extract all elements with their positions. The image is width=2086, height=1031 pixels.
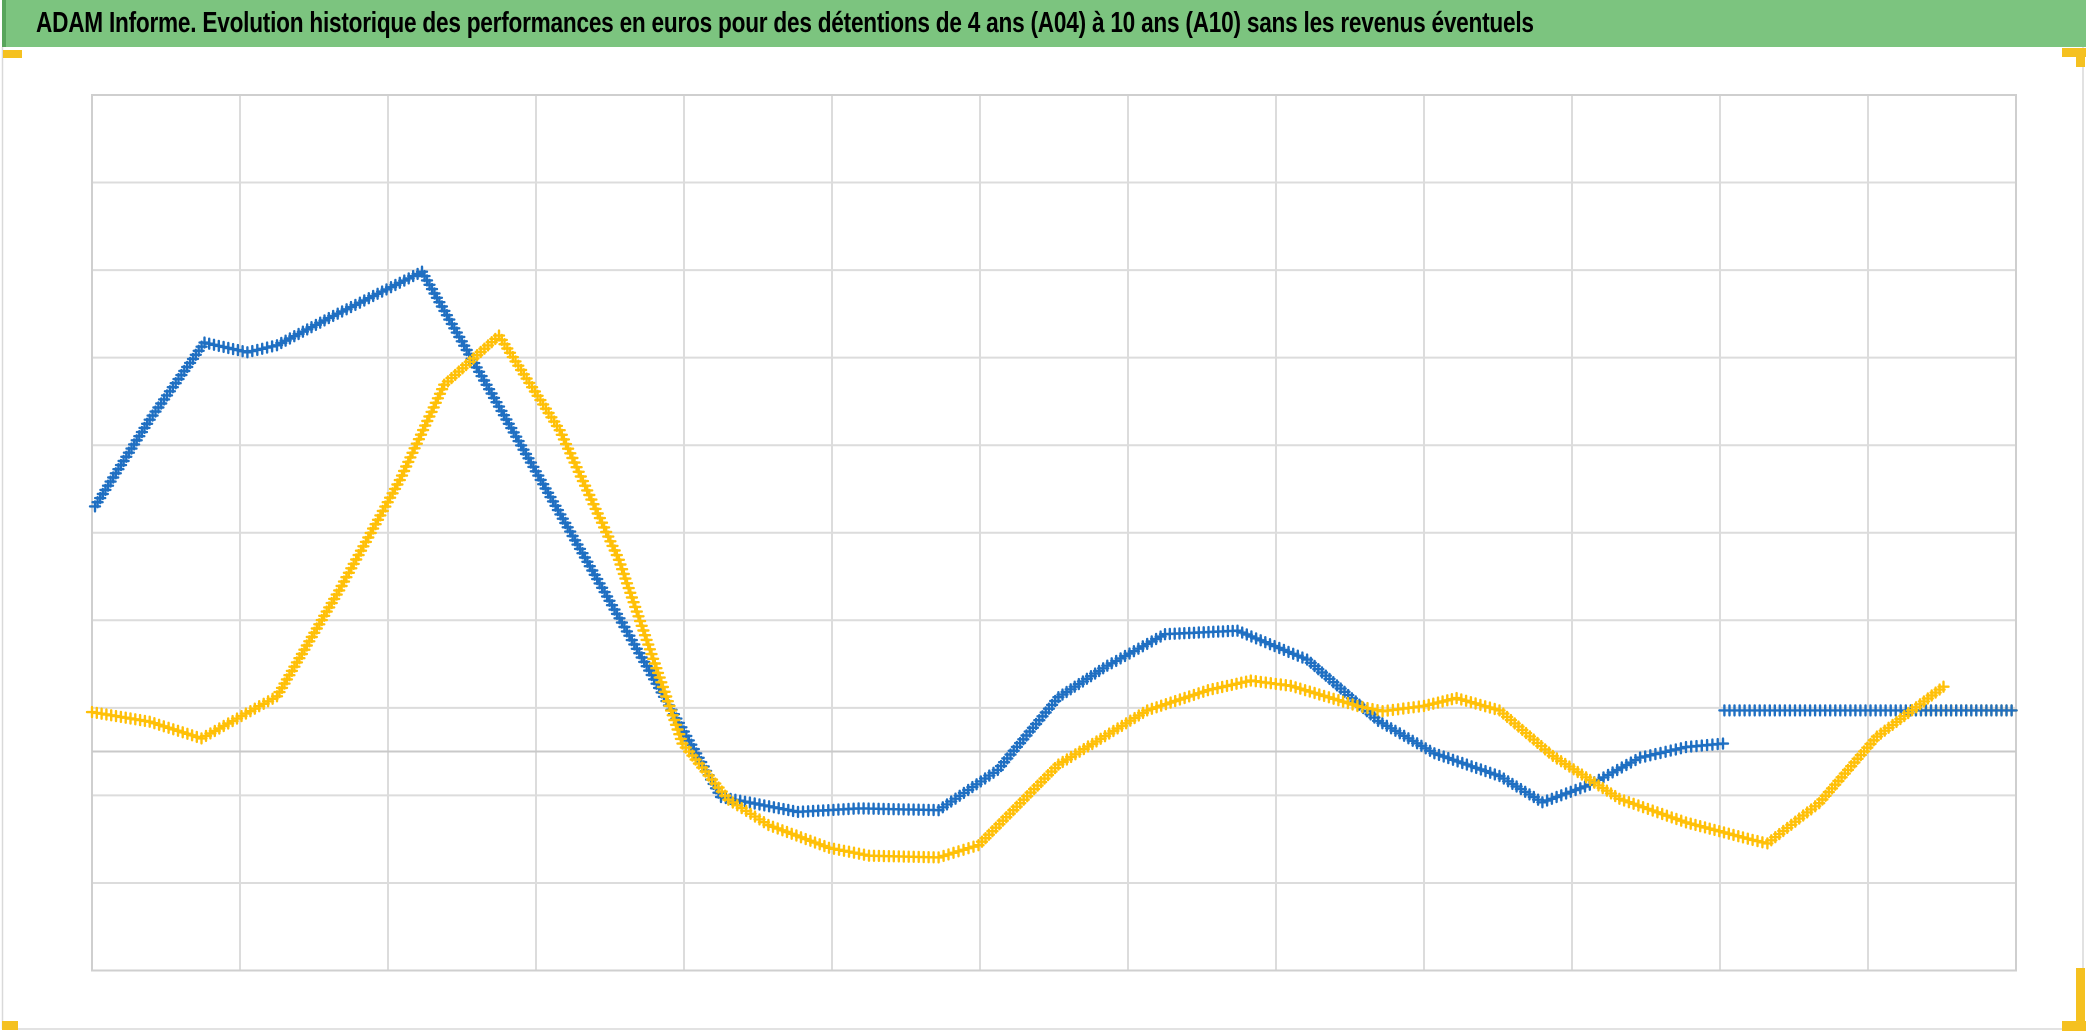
selection-handle-bottom-left[interactable] (2, 1021, 18, 1030)
chart-title: ADAM Informe. Evolution historique des p… (36, 7, 1534, 39)
selection-handle-bottom-right-horizontal[interactable] (2062, 1021, 2086, 1031)
selection-handle-top-right-vertical[interactable] (2076, 48, 2085, 67)
plot-area-border (91, 94, 2017, 972)
series_blue-segment[interactable] (88, 265, 1730, 819)
selection-handle-top-right-horizontal[interactable] (2062, 48, 2086, 57)
chart-title-bar: ADAM Informe. Evolution historique des p… (2, 0, 2086, 47)
gridlines (92, 95, 2016, 971)
chart-series_yellow[interactable] (85, 329, 1950, 864)
chart-series_blue[interactable] (88, 265, 2018, 819)
chart-area-border (1, 47, 2084, 1030)
selection-handle-top-left[interactable] (3, 50, 22, 58)
selection-handle-bottom-right-vertical[interactable] (2076, 968, 2085, 1031)
series_yellow-segment[interactable] (85, 329, 1950, 864)
